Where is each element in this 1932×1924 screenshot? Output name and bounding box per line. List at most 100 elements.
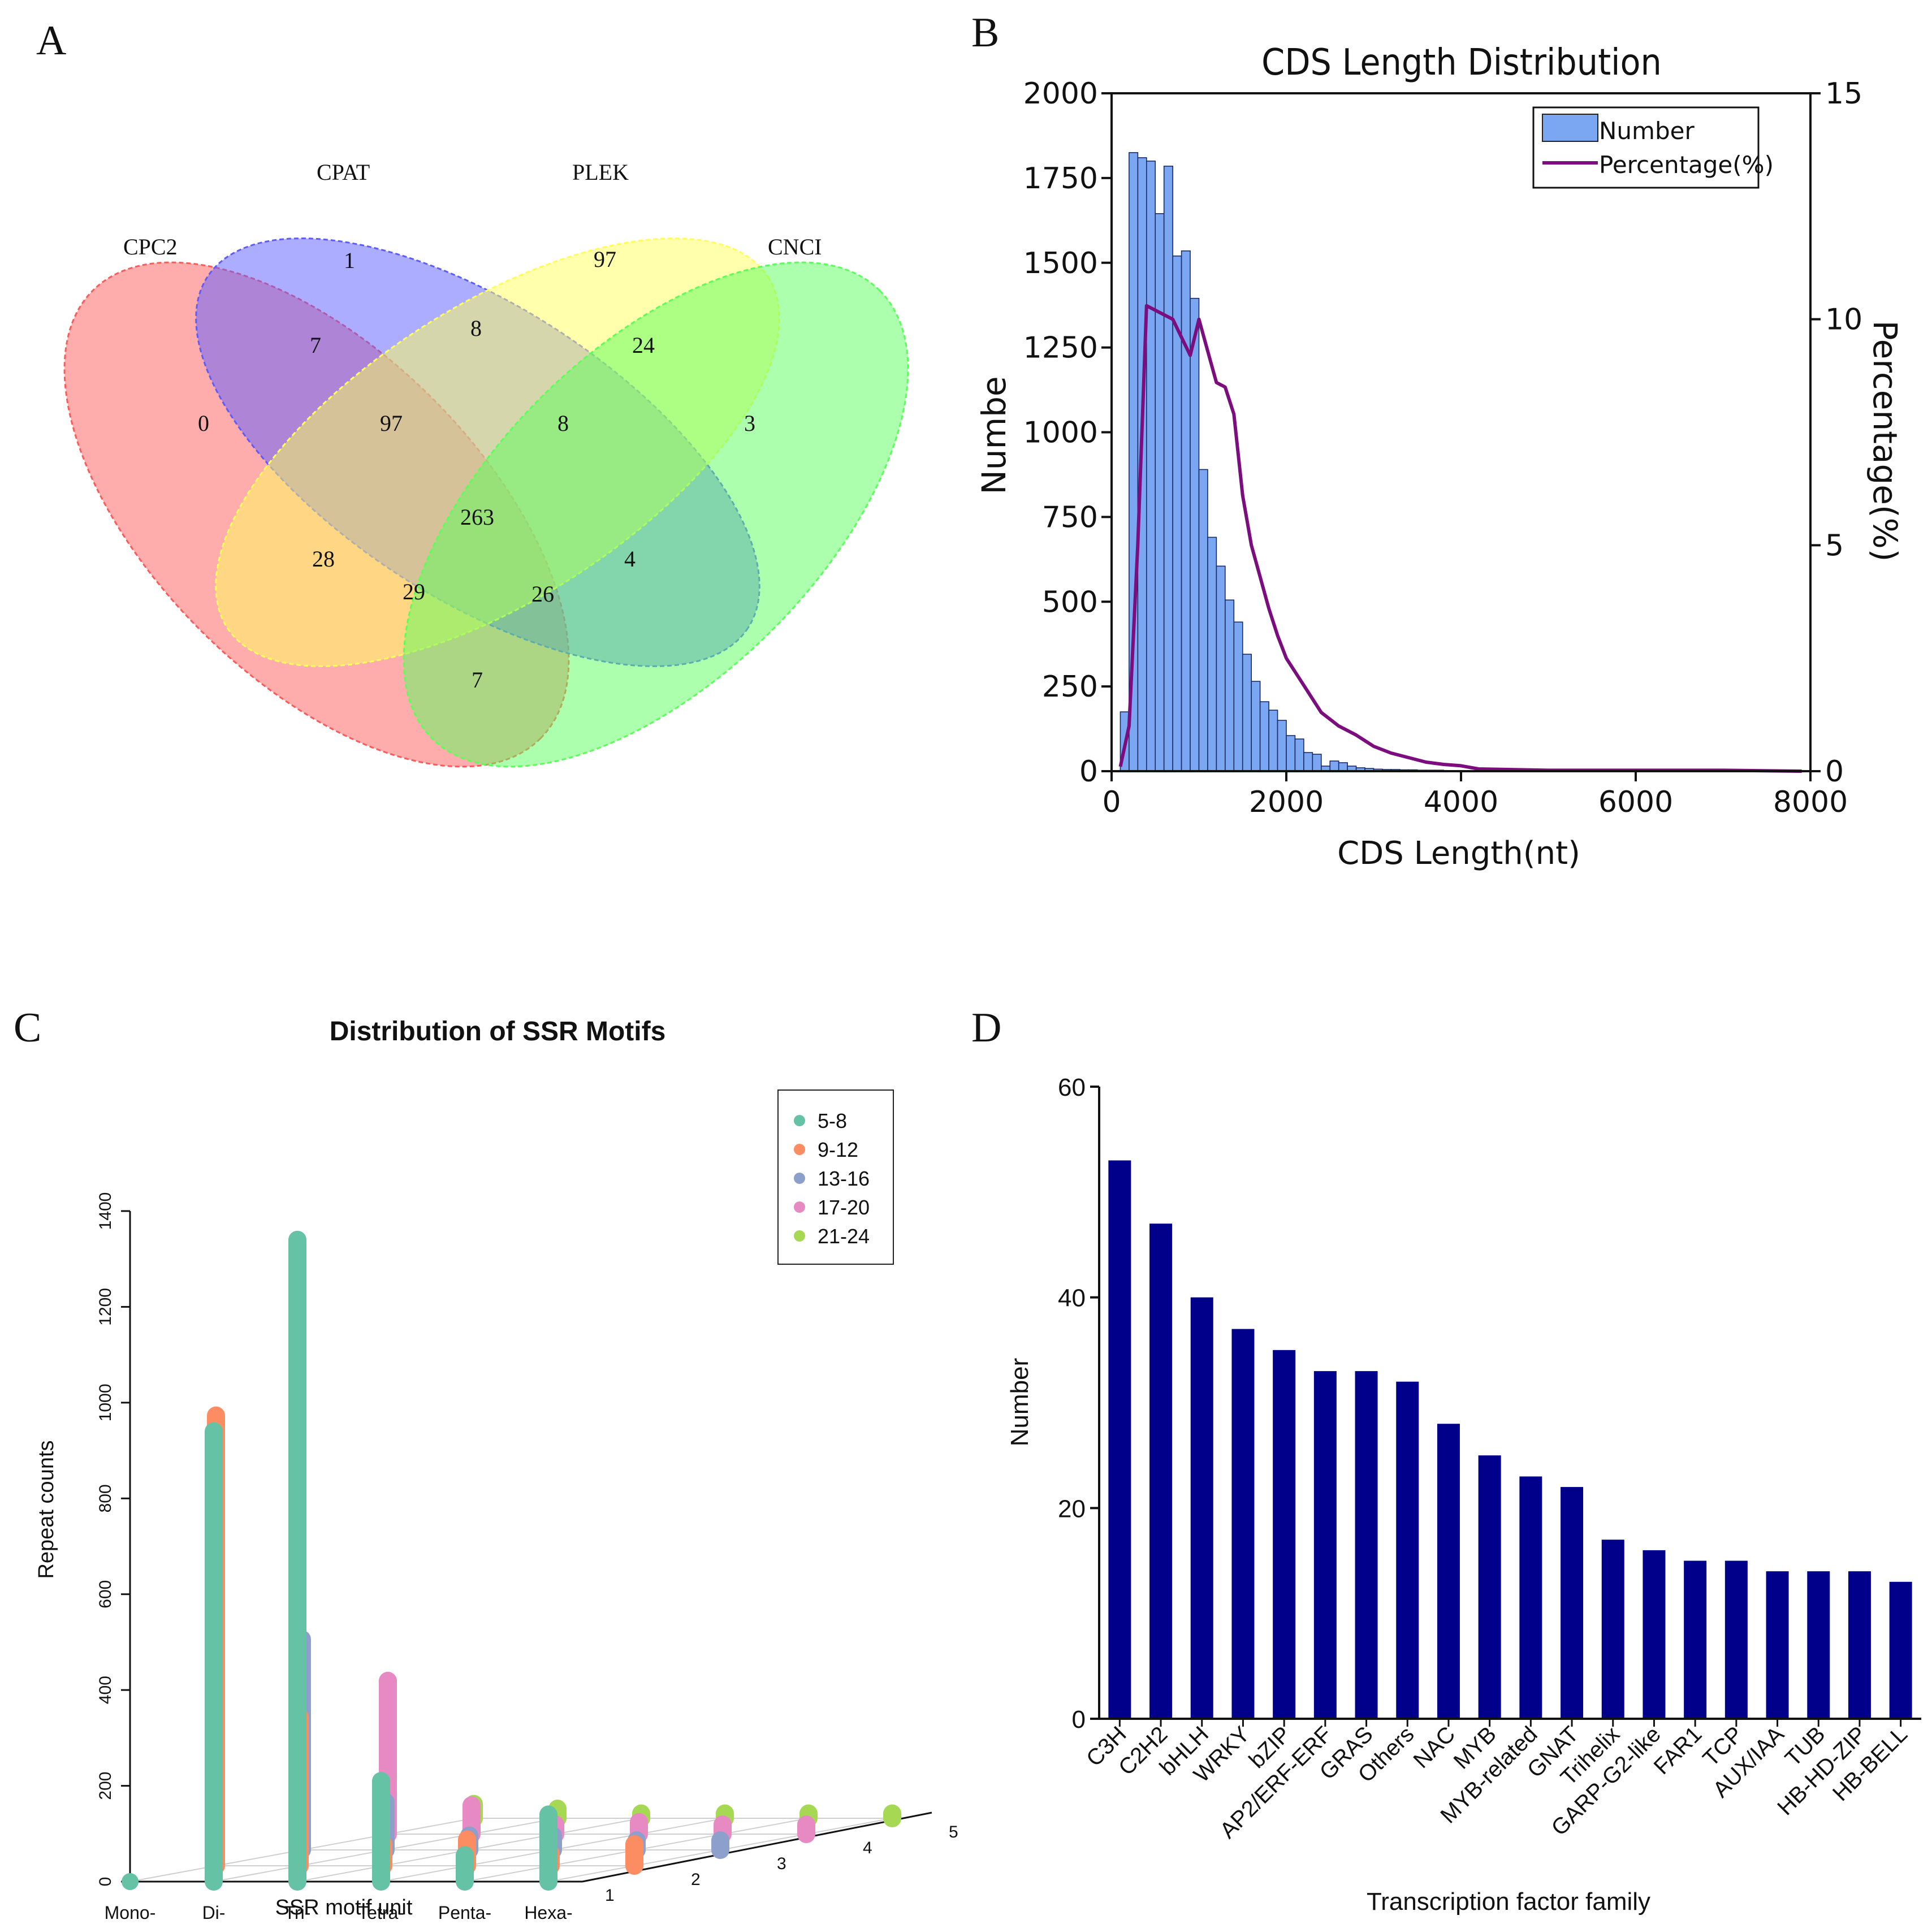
chart-b-y2label: Percentage(%) (1866, 321, 1904, 562)
venn-set-label-cnci: CNCI (768, 234, 822, 260)
histogram-bar (1286, 735, 1296, 772)
depth-tick-label: 3 (777, 1854, 786, 1873)
bar (1149, 1223, 1173, 1719)
lollipop-point (626, 1835, 643, 1853)
y2-tick-label: 5 (1825, 529, 1844, 563)
venn-set-label-cpat: CPAT (317, 159, 370, 185)
x-tick-label: Tetra- (358, 1903, 404, 1923)
histogram-bar (1303, 752, 1313, 772)
legend-swatch (794, 1173, 805, 1184)
legend-label: 13-16 (818, 1167, 870, 1190)
histogram-bar (1225, 599, 1235, 772)
histogram-bar (1312, 754, 1322, 772)
lollipop-point (205, 1423, 222, 1440)
bar (1108, 1160, 1131, 1719)
lollipop-point (540, 1806, 557, 1823)
percentage-line (1118, 304, 1802, 773)
chart-d-ylabel: Number (1006, 1358, 1034, 1447)
bar (1724, 1560, 1748, 1719)
histogram-bar (1259, 701, 1269, 772)
venn-region-value: 97 (380, 410, 403, 436)
bar (1807, 1571, 1830, 1719)
x-tick-label: Di- (202, 1903, 226, 1923)
venn-diagram: CPC2 CPAT PLEK CNCI 0 1 97 3 7 8 24 97 8 263 28 4 29… (63, 159, 909, 768)
chart-c-title: Distribution of SSR Motifs (330, 1017, 666, 1047)
y-tick-label: 600 (96, 1580, 115, 1609)
histogram-bar (1207, 537, 1217, 772)
y-tick-label: 2000 (1023, 77, 1098, 111)
histogram-bar (1163, 166, 1173, 772)
y-tick-label: 0 (96, 1877, 115, 1887)
histogram-bar (1242, 654, 1252, 772)
venn-region-value: 1 (344, 248, 355, 273)
chart-c-xlabel: SSR motif unit (275, 1896, 413, 1919)
legend-swatch (794, 1230, 805, 1242)
chart-d-xlabel: Transcription factor family (1367, 1888, 1650, 1916)
panel-label-b: B (971, 10, 999, 56)
bar (1643, 1550, 1666, 1719)
y-tick-label: 20 (1058, 1495, 1086, 1523)
bar (1396, 1381, 1419, 1719)
y-tick-label: 500 (1042, 585, 1098, 619)
x-tick-label: Mono- (105, 1903, 156, 1923)
bar (1889, 1581, 1912, 1719)
bar (1766, 1571, 1789, 1719)
y-tick-label: 60 (1058, 1074, 1086, 1101)
bar (1684, 1560, 1707, 1719)
panel-label-d: D (971, 1005, 1001, 1051)
bar (1190, 1297, 1213, 1719)
bar (1437, 1424, 1460, 1719)
lollipop-point (373, 1772, 390, 1790)
histogram-bar (1251, 681, 1261, 772)
venn-region-value: 0 (198, 410, 209, 436)
lollipop-point (208, 1407, 224, 1424)
venn-region-value: 263 (460, 504, 494, 530)
histogram-bar (1190, 297, 1200, 772)
y-tick-label: 1500 (1023, 247, 1098, 280)
venn-region-value: 4 (624, 546, 636, 572)
x-tick-label: NAC (1408, 1722, 1460, 1773)
venn-set-label-cpc2: CPC2 (123, 234, 178, 260)
bar (1231, 1329, 1255, 1719)
y-tick-label: 1000 (1023, 416, 1098, 450)
bar (1848, 1571, 1871, 1719)
lollipop-point (630, 1813, 647, 1831)
y2-tick-label: 15 (1825, 77, 1862, 111)
bar (1273, 1350, 1296, 1719)
y-tick-label: 750 (1042, 500, 1098, 534)
histogram-bar (1155, 213, 1165, 772)
y2-tick-label: 10 (1825, 303, 1862, 337)
depth-tick-label: 4 (863, 1839, 872, 1857)
panel-label-c: C (14, 1005, 41, 1051)
y-tick-label: 1200 (96, 1288, 115, 1326)
lollipop-point (712, 1832, 729, 1849)
lollipop-point (714, 1816, 731, 1834)
lollipop-point (884, 1805, 901, 1822)
venn-region-value: 26 (531, 581, 554, 607)
legend-label-number: Number (1599, 117, 1695, 145)
bar (1313, 1371, 1337, 1719)
venn-region-value: 8 (557, 410, 569, 436)
legend-swatch (794, 1144, 805, 1155)
y-tick-label: 1750 (1023, 162, 1098, 196)
legend-label-percentage: Percentage(%) (1599, 151, 1774, 179)
x-tick-label: Hexa- (524, 1903, 572, 1923)
chart-c-ylabel: Repeat counts (34, 1440, 58, 1579)
y-tick-label: 0 (1072, 1706, 1086, 1733)
legend-label: 9-12 (818, 1138, 858, 1161)
x-tick-label: 4000 (1424, 785, 1498, 819)
venn-region-value: 8 (470, 315, 482, 341)
histogram-bar (1146, 161, 1156, 772)
lollipop-point (798, 1816, 815, 1834)
x-tick-label: 0 (1102, 785, 1121, 819)
histogram-bar (1216, 565, 1226, 772)
histogram-bar (1268, 710, 1278, 772)
venn-region-value: 7 (472, 667, 483, 693)
y-tick-label: 1250 (1023, 331, 1098, 365)
y-tick-label: 200 (96, 1772, 115, 1800)
chart-b-title: CDS Length Distribution (1261, 41, 1662, 84)
depth-tick-label: 1 (605, 1886, 615, 1905)
histogram-bar (1198, 469, 1208, 772)
depth-tick-label: 5 (949, 1823, 958, 1841)
